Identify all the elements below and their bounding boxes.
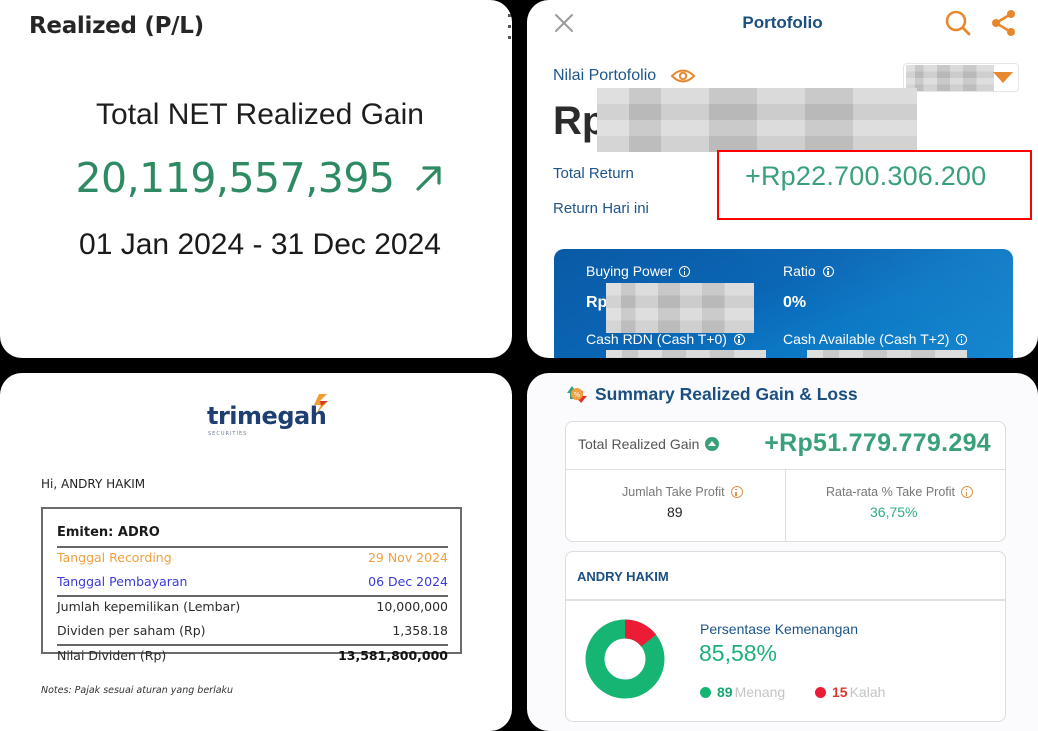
take-profit-count-label: Jumlah Take Profit	[622, 485, 725, 499]
ratio-label: Ratio	[783, 263, 816, 279]
row-label: Tanggal Recording	[57, 550, 172, 565]
account-select[interactable]	[903, 63, 1019, 92]
win-loss-donut-chart	[585, 619, 665, 699]
highlight-box	[717, 150, 1032, 220]
summary-title: Summary Realized Gain & Loss	[595, 383, 858, 404]
row-label: Tanggal Pembayaran	[57, 574, 188, 589]
avg-take-profit-value: 36,75%	[870, 504, 918, 520]
losses-label: Kalah	[849, 684, 886, 700]
gain-loss-badge-icon: %	[567, 386, 587, 403]
info-icon[interactable]	[679, 265, 691, 277]
realized-pl-panel: Realized (P/L) Total NET Realized Gain 2…	[0, 0, 512, 358]
take-profit-count-label-row: Jumlah Take Profit	[622, 485, 743, 499]
panel-title: Realized (P/L)	[29, 13, 204, 39]
realized-gain-card: Total Realized Gain +Rp51.779.779.294 Ju…	[565, 421, 1006, 542]
buying-power-card: Buying Power Rp Ratio 0% Cash RDN (Cash …	[554, 249, 1013, 358]
row-label: Jumlah kepemilikan (Lembar)	[57, 599, 241, 614]
cash-rdn-label: Cash RDN (Cash T+0)	[586, 331, 727, 347]
row-value: 10,000,000	[376, 599, 448, 614]
logo-wordmark: trimegah	[207, 402, 327, 430]
row-label: Nilai Dividen (Rp)	[57, 648, 167, 663]
summary-realized-panel: % Summary Realized Gain & Loss Total Rea…	[527, 373, 1038, 731]
total-return-value: +Rp22.700.306.200	[745, 161, 987, 191]
total-return-label: Total Return	[553, 165, 634, 182]
buying-power-prefix: Rp	[586, 294, 608, 311]
tax-note: Notes: Pajak sesuai aturan yang berlaku	[41, 685, 234, 696]
info-icon[interactable]	[822, 265, 834, 277]
win-percentage-label: Persentase Kemenangan	[700, 621, 858, 637]
share-icon[interactable]	[990, 9, 1018, 37]
cash-rdn-label-row: Cash RDN (Cash T+0)	[586, 331, 745, 347]
portfolio-value-label-row: Nilai Portofolio	[553, 67, 696, 85]
info-icon[interactable]	[730, 486, 743, 498]
avg-take-profit-cell: Rata-rata % Take Profit 36,75%	[787, 470, 1005, 541]
dropdown-triangle-icon	[993, 72, 1013, 83]
dividend-notice-panel: trimegah SECURITIES Hi, ANDRY HAKIM Emit…	[0, 373, 512, 731]
table-row: Tanggal Pembayaran 06 Dec 2024	[57, 574, 448, 589]
redacted-account	[906, 65, 994, 91]
net-realized-gain-row: 20,119,557,395	[0, 154, 512, 202]
table-row: Jumlah kepemilikan (Lembar) 10,000,000	[57, 599, 448, 614]
win-percentage-value: 85,58%	[699, 640, 778, 666]
dividend-details-table: Emiten: ADRO Tanggal Recording 29 Nov 20…	[41, 507, 462, 663]
table-row: Dividen per saham (Rp) 1,358.18	[57, 623, 448, 638]
row-value: 06 Dec 2024	[368, 574, 448, 589]
trimegah-logo: trimegah SECURITIES	[207, 394, 328, 437]
cash-available-label: Cash Available (Cash T+2)	[783, 331, 950, 347]
win-rate-card: ANDRY HAKIM Persentase Kemenangan 85,58%…	[565, 551, 1006, 722]
portfolio-panel: Portofolio Nilai Portofolio Rp Total Ret…	[527, 0, 1038, 358]
wins-label: Menang	[734, 684, 786, 700]
arrow-up-right-icon	[415, 166, 441, 191]
logo-subtitle: SECURITIES	[208, 431, 248, 437]
buying-power-label: Buying Power	[586, 263, 673, 279]
cash-available-label-row: Cash Available (Cash T+2)	[783, 331, 968, 347]
table-row: Tanggal Recording 29 Nov 2024	[57, 550, 448, 565]
losses-count: 15	[832, 684, 848, 700]
info-icon[interactable]	[961, 486, 973, 498]
portfolio-value-label: Nilai Portofolio	[553, 67, 657, 84]
row-value: 1,358.18	[392, 623, 448, 638]
eye-icon[interactable]	[670, 68, 696, 84]
more-options-icon[interactable]	[508, 14, 512, 42]
total-realized-gain-label-row: Total Realized Gain	[578, 436, 720, 452]
loss-dot-icon	[815, 686, 826, 698]
ratio-label-row: Ratio	[783, 263, 834, 279]
up-arrow-icon	[705, 437, 720, 451]
redacted-cash-rdn	[606, 350, 766, 358]
info-icon[interactable]	[733, 333, 745, 345]
win-dot-icon	[700, 686, 711, 698]
close-icon[interactable]	[553, 12, 575, 34]
avg-take-profit-label: Rata-rata % Take Profit	[826, 485, 955, 499]
emiten-label: Emiten: ADRO	[57, 525, 160, 540]
buying-power-label-row: Buying Power	[586, 263, 691, 279]
row-value: 13,581,800,000	[338, 648, 448, 663]
avg-take-profit-label-row: Rata-rata % Take Profit	[826, 485, 973, 499]
page-title: Portofolio	[742, 13, 823, 32]
svg-text:%: %	[574, 391, 581, 399]
info-icon[interactable]	[956, 333, 968, 345]
legend-losses: 15 Kalah	[815, 684, 885, 700]
redacted-cash-available	[807, 350, 967, 358]
search-icon[interactable]	[944, 9, 972, 37]
greeting: Hi, ANDRY HAKIM	[41, 477, 146, 491]
return-today-label: Return Hari ini	[553, 200, 649, 217]
net-realized-gain-heading: Total NET Realized Gain	[96, 98, 424, 131]
wins-count: 89	[717, 684, 733, 700]
row-label: Dividen per saham (Rp)	[57, 623, 206, 638]
take-profit-count-value: 89	[667, 504, 683, 520]
summary-header: % Summary Realized Gain & Loss	[565, 383, 858, 405]
row-value: 29 Nov 2024	[367, 550, 448, 565]
redacted-buying-power	[606, 283, 754, 333]
total-realized-gain-value: +Rp51.779.779.294	[764, 429, 991, 457]
lightning-logo-icon	[314, 394, 328, 414]
ratio-value: 0%	[783, 294, 807, 311]
user-name: ANDRY HAKIM	[577, 569, 669, 584]
date-range: 01 Jan 2024 - 31 Dec 2024	[79, 228, 441, 261]
net-realized-gain-value: 20,119,557,395	[75, 154, 395, 202]
legend-wins: 89 Menang	[700, 684, 785, 700]
take-profit-count-cell: Jumlah Take Profit 89	[566, 470, 786, 541]
redacted-portfolio-value	[597, 88, 917, 152]
total-realized-gain-label: Total Realized Gain	[578, 436, 700, 452]
table-row: Nilai Dividen (Rp) 13,581,800,000	[57, 648, 448, 663]
